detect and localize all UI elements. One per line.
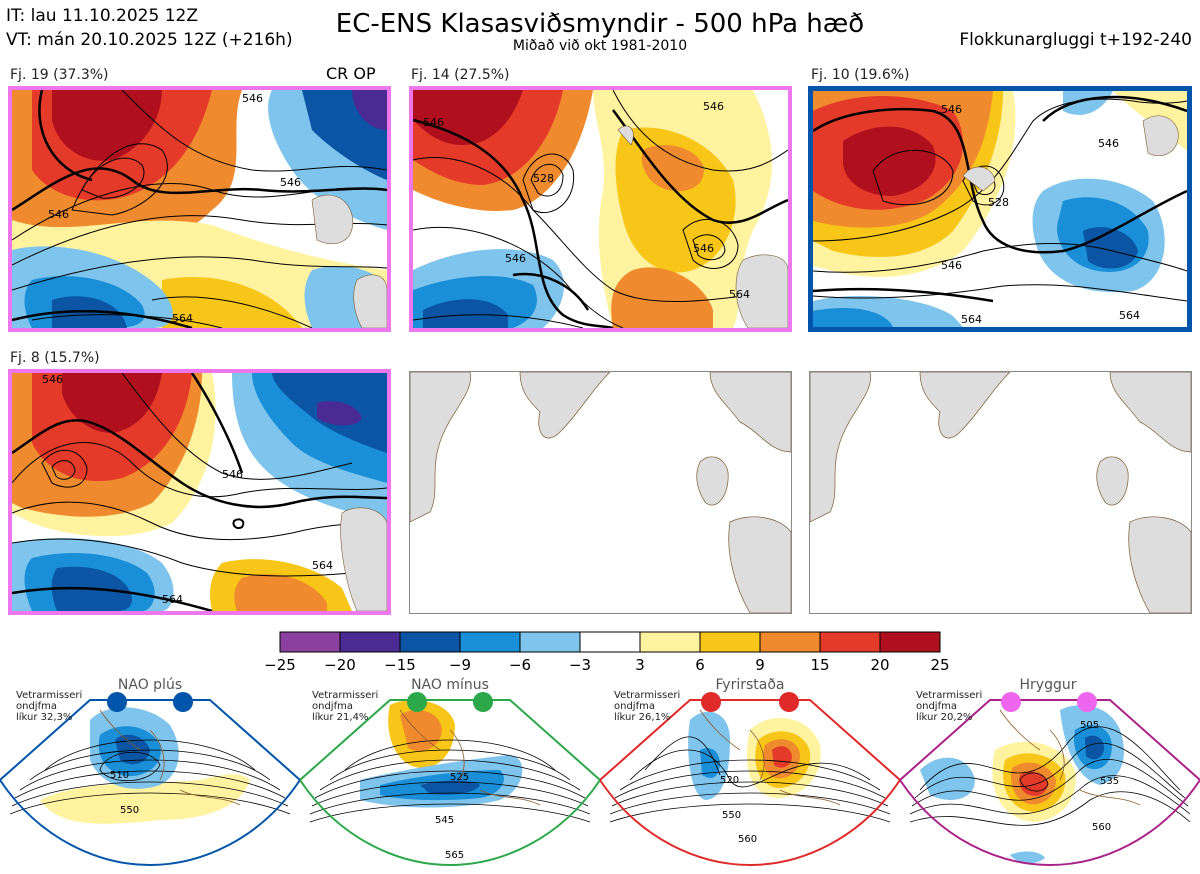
p2-contour-label-4: 546 [693,242,714,255]
ridge-note-3: líkur 20,2% [916,712,973,723]
cluster-panel-4: 546 546 564 564 [8,369,391,615]
ridge-label-2: 535 [1100,776,1119,787]
regime-nao-plus: 510 550 Vetrarmisseri ondjfma líkur 32,3… [0,677,302,870]
naominus-note-1: Vetrarmisseri [312,690,379,701]
regime-nao-minus: 525 545 565 Vetrarmisseri ondjfma líkur … [298,677,602,870]
naoplus-note-2: ondjfma [16,701,57,712]
p4-contour-label-1: 546 [42,373,63,386]
cluster-panel-2: 546 546 528 546 564 546 [409,86,792,332]
panel-1-tag: CR OP [326,64,376,83]
colorbar-tick-6: 3 [635,656,645,674]
colorbar-bin-7 [699,631,761,653]
colorbar-bin-6 [639,631,701,653]
p2-contour-label-3: 528 [533,172,554,185]
colorbar-bin-10 [879,631,941,653]
colorbar-bin-3 [459,631,521,653]
colorbar-bin-2 [399,631,461,653]
ridge-label-3: 560 [1092,822,1111,833]
p4-contour-label-3: 564 [312,559,333,572]
naoplus-name: NAO plús [117,677,183,693]
naoplus-label-1: 510 [110,770,129,781]
p1-contour-label-4: 546 [242,92,263,105]
blocking-note-3: líkur 26,1% [614,712,671,723]
panel-2-label: Fj. 14 (27.5%) [411,67,510,83]
naominus-label-3: 565 [445,850,464,861]
colorbar-bin-5 [579,631,641,653]
p3-contour-label-6: 564 [1119,309,1140,322]
colorbar-bin-1 [339,631,401,653]
blocking-name: Fyrirstaða [715,677,785,693]
naoplus-label-2: 550 [120,805,139,816]
initial-time: IT: lau 11.10.2025 12Z [6,6,198,26]
p3-contour-label-4: 546 [941,259,962,272]
colorbar: −25 −20 −15 −9 −6 −3 3 6 9 15 20 25 [264,631,950,674]
p2-contour-label-6: 546 [703,100,724,113]
naoplus-note-1: Vetrarmisseri [16,690,83,701]
blocking-label-1: 520 [720,775,739,786]
colorbar-bin-0 [279,631,341,653]
colorbar-tick-9: 15 [810,656,829,674]
naominus-label-1: 525 [450,772,469,783]
page-subtitle: Miðað við okt 1981-2010 [512,38,688,54]
naominus-note-3: líkur 21,4% [312,712,369,723]
colorbar-tick-1: −20 [324,656,356,674]
p3-contour-label-3: 546 [1098,137,1119,150]
colorbar-tick-3: −9 [449,656,471,674]
regime-ridge: 505 535 560 Vetrarmisseri ondjfma líkur … [898,677,1200,870]
p4-contour-label-4: 564 [162,593,183,606]
ridge-name: Hryggur [1019,677,1077,693]
colorbar-tick-2: −15 [384,656,416,674]
blocking-label-2: 550 [722,810,741,821]
p2-contour-label-5: 564 [729,288,750,301]
p3-contour-label-1: 546 [941,103,962,116]
colorbar-tick-0: −25 [264,656,296,674]
ridge-note-2: ondjfma [916,701,957,712]
colorbar-tick-7: 6 [695,656,705,674]
colorbar-bin-9 [819,631,881,653]
colorbar-tick-10: 20 [870,656,889,674]
blocking-note-1: Vetrarmisseri [614,690,681,701]
colorbar-tick-4: −6 [509,656,531,674]
cluster-panel-1: 546 546 564 546 [8,86,391,332]
colorbar-tick-8: 9 [755,656,765,674]
naominus-name: NAO mínus [411,677,489,693]
colorbar-tick-5: −3 [569,656,591,674]
regime-blocking: 520 550 560 Vetrarmisseri ondjfma líkur … [598,677,902,870]
page-title: EC-ENS Klasasviðsmyndir - 500 hPa hæð [335,9,865,39]
naominus-label-2: 545 [435,815,454,826]
p1-contour-label-2: 546 [280,176,301,189]
naoplus-note-3: líkur 32,3% [16,712,73,723]
colorbar-bin-8 [759,631,821,653]
p2-contour-label-1: 546 [423,116,444,129]
classification-window: Flokkunargluggi t+192-240 [959,30,1192,50]
p3-contour-label-5: 564 [961,313,982,326]
empty-panel-5 [409,371,792,614]
blocking-note-2: ondjfma [614,701,655,712]
p3-contour-label-2: 528 [988,196,1009,209]
cluster-panel-3: 546 528 546 546 564 564 [808,86,1192,332]
panel-4-label: Fj. 8 (15.7%) [10,350,100,366]
ridge-label-1: 505 [1080,720,1099,731]
panel-3-label: Fj. 10 (19.6%) [811,67,910,83]
panel-1-label: Fj. 19 (37.3%) [10,67,109,83]
ridge-note-1: Vetrarmisseri [916,690,983,701]
naominus-note-2: ondjfma [312,701,353,712]
p2-contour-label-2: 546 [505,252,526,265]
p1-contour-label-3: 564 [172,312,193,325]
p4-contour-label-2: 546 [222,468,243,481]
empty-panel-6 [809,371,1192,614]
blocking-label-3: 560 [738,834,757,845]
valid-time: VT: mán 20.10.2025 12Z (+216h) [6,30,293,50]
p1-contour-label-1: 546 [48,208,69,221]
colorbar-bin-4 [519,631,581,653]
colorbar-tick-11: 25 [930,656,949,674]
